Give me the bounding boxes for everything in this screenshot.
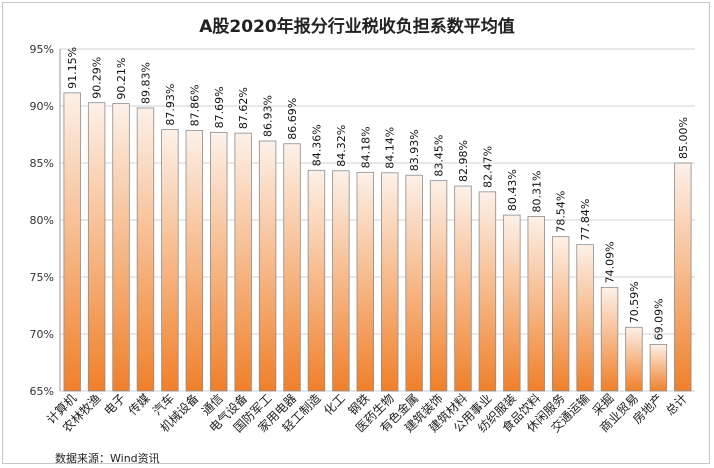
value-label: 90.21% [115,58,128,100]
value-label: 84.14% [384,127,397,169]
value-label: 70.59% [628,281,641,323]
category-label: 传媒 [125,391,153,419]
bar [503,214,521,392]
y-tick-label: 85% [30,157,54,170]
value-label: 69.09% [652,298,665,340]
value-label: 87.69% [213,86,226,128]
value-label: 80.31% [530,171,543,213]
value-label: 82.98% [457,140,470,182]
value-label: 78.54% [555,191,568,233]
bar [649,343,668,392]
value-label: 82.47% [481,146,494,188]
bar [356,171,374,392]
value-label: 84.36% [310,124,323,166]
value-label: 83.93% [408,129,421,171]
value-label: 87.93% [164,84,177,126]
bar [576,244,594,392]
y-tick-label: 90% [30,100,54,113]
value-label: 74.09% [604,241,617,283]
value-label: 89.83% [139,62,152,104]
value-label: 77.84% [579,199,592,241]
value-label: 83.45% [433,135,446,177]
bar [112,103,130,392]
value-label: 86.69% [286,98,299,140]
y-tick-label: 95% [30,43,54,56]
bar [551,236,570,392]
y-tick-label: 65% [30,385,54,398]
bar [429,180,448,392]
bar [283,143,301,392]
value-label: 91.15% [66,47,79,89]
value-label: 90.29% [91,57,104,99]
bar [527,216,545,392]
grid-lines [59,48,695,392]
source-note: 数据来源：Wind资讯 [55,452,160,465]
y-tick-label: 80% [30,214,54,227]
bar [258,140,277,392]
bar [210,131,228,392]
chart-title: A股2020年报分行业税收负担系数平均值 [199,17,515,37]
category-label: 化工 [321,391,348,418]
y-tick-label: 75% [30,271,54,284]
bar [381,172,399,392]
bar [136,107,155,392]
value-label: 87.86% [188,84,201,126]
bar [161,129,179,392]
bar [405,174,423,392]
bar [63,92,81,392]
bar [87,102,106,392]
bar [307,169,326,392]
bars [63,92,692,392]
bar [332,170,350,392]
bar [674,162,692,392]
category-label: 电子 [101,391,128,418]
bar [478,191,497,392]
bar [625,326,643,392]
bar [185,129,204,392]
value-label: 80.43% [506,169,519,211]
bar [234,132,252,392]
bar [600,286,619,392]
category-label: 总计 [663,391,690,418]
y-tick-label: 70% [30,328,54,341]
value-label: 87.62% [237,87,250,129]
value-label: 86.93% [262,95,275,137]
value-label: 84.18% [359,126,372,168]
value-label: 85.00% [677,117,690,159]
bar [454,185,472,392]
value-label: 84.32% [335,125,348,167]
